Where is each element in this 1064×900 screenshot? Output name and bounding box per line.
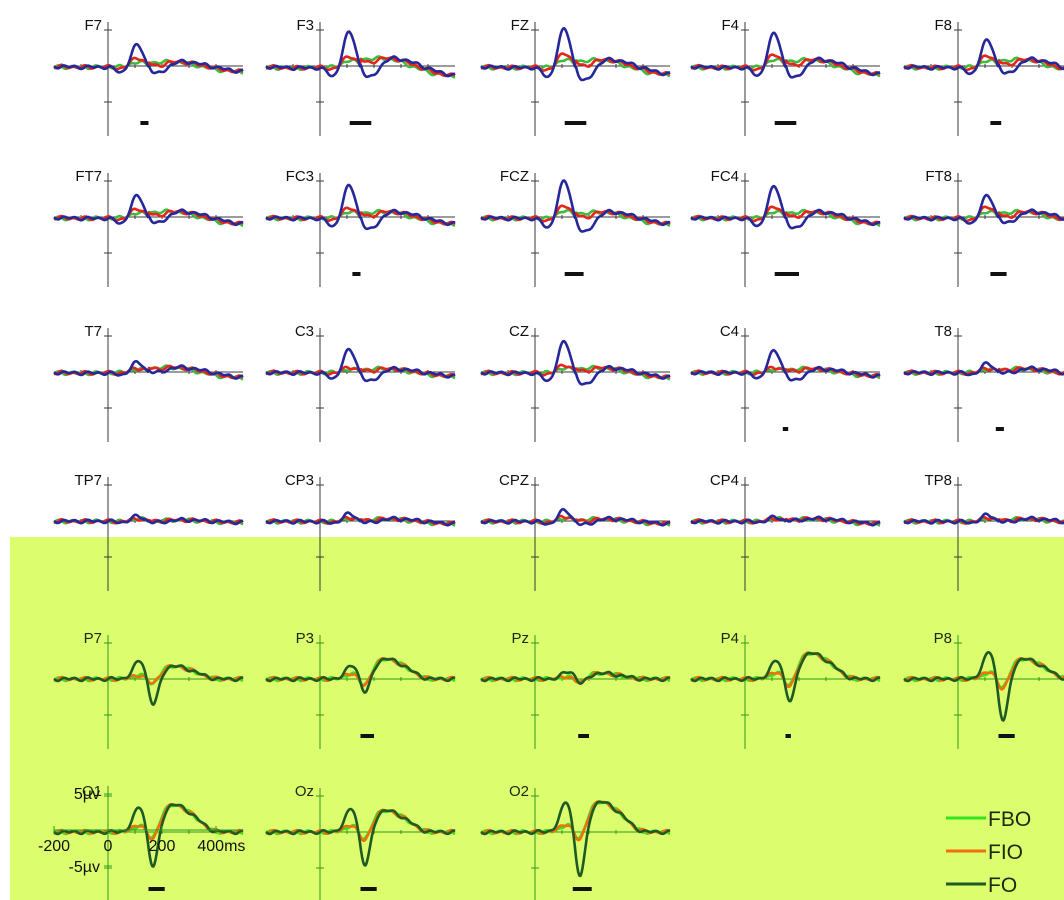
panel-ft8: FT8: [903, 168, 1064, 287]
erp-trace: [480, 27, 671, 82]
erp-trace: [903, 512, 1064, 525]
erp-trace: [480, 507, 671, 527]
electrode-label: O2: [509, 783, 529, 800]
panel-fc4: FC4: [690, 168, 881, 287]
top-background: [0, 0, 1064, 540]
erp-trace: [690, 348, 881, 382]
electrode-label: P8: [934, 630, 952, 647]
panel-cpz: CPZ: [480, 472, 671, 591]
panel-cp4: CP4: [690, 472, 881, 591]
scale-bar-x-tick-label: 0: [104, 838, 113, 855]
scale-bar-x-tick-label: 400ms: [197, 838, 245, 855]
panel-f4: F4: [690, 17, 881, 136]
panel-p8: P8: [903, 630, 1064, 749]
panel-o2: O2: [480, 783, 671, 900]
electrode-label: F7: [84, 17, 102, 34]
scale-bar-panel: 5µv -5µv -200 0 200 400ms: [38, 786, 245, 890]
erp-trace: [265, 657, 456, 694]
panel-c4: C4: [690, 323, 881, 442]
erp-trace: [53, 193, 244, 227]
erp-trace: [265, 511, 456, 527]
erp-trace: [265, 183, 456, 231]
electrode-label: P3: [296, 630, 314, 647]
electrode-label: FC4: [711, 168, 739, 185]
panel-p4: P4: [690, 630, 881, 749]
electrode-label: TP7: [74, 472, 102, 489]
electrode-label: FCZ: [500, 168, 529, 185]
electrode-label: F8: [934, 17, 952, 34]
legend: FBO FIO FO: [946, 808, 1031, 897]
electrode-label: T8: [934, 323, 952, 340]
erp-trace: [53, 803, 244, 868]
electrode-label: Pz: [511, 630, 529, 647]
electrode-label: Oz: [295, 783, 314, 800]
electrode-label: CZ: [509, 323, 529, 340]
erp-trace: [903, 361, 1064, 377]
erp-trace: [480, 670, 671, 685]
panel-fcz: FCZ: [480, 168, 671, 287]
electrode-panels: F7 F3 FZ F4 F8 FT7 FC3 FCZ FC4 FT8 T7 C3 CZ C4 T8 TP7 CP…: [53, 17, 1064, 900]
erp-trace: [903, 193, 1064, 225]
electrode-label: C4: [720, 323, 739, 340]
panel-fz: FZ: [480, 17, 671, 136]
electrode-label: F3: [296, 17, 314, 34]
electrode-label: FT8: [925, 168, 952, 185]
legend-label-fio: FIO: [988, 841, 1023, 864]
scale-bar-x-tick-label: -200: [38, 838, 70, 855]
legend-label-fbo: FBO: [988, 808, 1031, 831]
scale-bar-y-bottom-label: -5µv: [69, 859, 100, 876]
electrode-label: P4: [721, 630, 739, 647]
panel-cp3: CP3: [265, 472, 456, 591]
erp-trace: [53, 359, 244, 380]
electrode-label: CPZ: [499, 472, 529, 489]
panel-fc3: FC3: [265, 168, 456, 287]
erp-trace: [480, 179, 671, 233]
legend-label-fo: FO: [988, 874, 1017, 897]
electrode-label: O1: [82, 783, 102, 800]
panel-f7: F7: [53, 17, 244, 136]
panel-p7: P7: [53, 630, 244, 749]
erp-trace: [53, 42, 244, 75]
electrode-label: TP8: [924, 472, 952, 489]
panel-t8: T8: [903, 323, 1064, 442]
erp-trace: [690, 651, 881, 703]
erp-trace: [265, 30, 456, 79]
electrode-label: FT7: [75, 168, 102, 185]
erp-trace: [480, 800, 671, 878]
erp-trace: [690, 514, 881, 527]
electrode-label: F4: [721, 17, 739, 34]
panel-oz: Oz: [265, 783, 456, 900]
erp-trace: [265, 807, 456, 867]
electrode-label: FZ: [511, 17, 529, 34]
panel-tp8: TP8: [903, 472, 1064, 591]
panel-p3: P3: [265, 630, 456, 749]
scale-bar-y-top-label: 5µv: [74, 786, 100, 803]
electrode-label: CP4: [710, 472, 739, 489]
panel-c3: C3: [265, 323, 456, 442]
erp-trace: [903, 38, 1064, 76]
scale-bar-x-tick-label: 200: [149, 838, 176, 855]
erp-trace: [690, 184, 881, 230]
erp-trace: [690, 31, 881, 79]
erp-trace: [480, 339, 671, 386]
electrode-label: C3: [295, 323, 314, 340]
panel-f3: F3: [265, 17, 456, 136]
panel-pz: Pz: [480, 630, 671, 749]
panel-t7: T7: [53, 323, 244, 442]
electrode-label: CP3: [285, 472, 314, 489]
erp-trace: [53, 513, 244, 526]
electrode-label: FC3: [286, 168, 314, 185]
electrode-label: T7: [84, 323, 102, 340]
panel-f8: F8: [903, 17, 1064, 136]
panel-ft7: FT7: [53, 168, 244, 287]
erp-trace: [265, 347, 456, 383]
bottom-background: [10, 537, 1064, 900]
erp-trace: [903, 651, 1064, 722]
panel-cz: CZ: [480, 323, 671, 442]
erp-trace: [53, 659, 244, 706]
panel-tp7: TP7: [53, 472, 244, 591]
electrode-label: P7: [84, 630, 102, 647]
